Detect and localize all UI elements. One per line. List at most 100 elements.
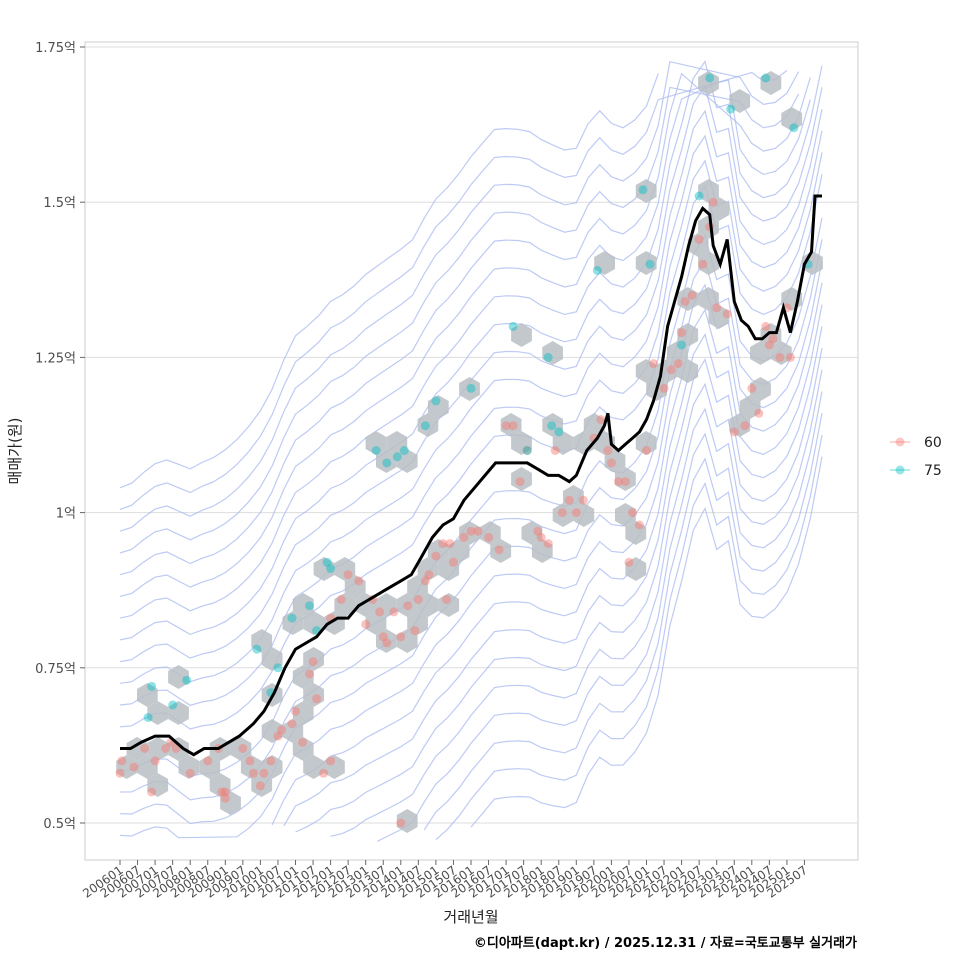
point-series-60 [677, 328, 687, 338]
hexbin [417, 413, 439, 437]
hexbin [376, 629, 397, 653]
x-axis-title: 거래년월 [443, 908, 498, 926]
point-series-60 [747, 383, 757, 393]
point-series-75 [543, 352, 553, 362]
hexbin [209, 773, 231, 797]
hexbin [292, 701, 314, 725]
point-series-60 [445, 539, 455, 549]
point-series-60 [536, 532, 546, 542]
hexbin [147, 773, 169, 797]
point-series-60 [564, 495, 574, 505]
point-series-75 [466, 383, 476, 393]
point-series-60 [508, 421, 518, 431]
point-series-60 [635, 520, 644, 530]
hexbin [303, 647, 324, 671]
point-series-60 [441, 595, 451, 604]
hexbin [594, 251, 615, 275]
point-series-60 [117, 756, 127, 766]
y-tick-label: 1.5억 [43, 196, 76, 211]
point-series-60 [768, 334, 778, 344]
hexbin [116, 755, 137, 779]
point-series-60 [413, 595, 423, 604]
point-series-60 [673, 359, 683, 369]
hexbin [604, 449, 626, 473]
hexbin [729, 89, 751, 113]
point-series-75 [726, 104, 736, 114]
density-contour [470, 456, 823, 828]
point-series-75 [182, 675, 192, 685]
hexbin [521, 521, 543, 545]
point-series-60 [273, 731, 283, 741]
density-contour [271, 304, 823, 826]
point-series-60 [220, 787, 230, 797]
point-series-60 [603, 446, 613, 455]
density-contour [283, 326, 823, 827]
point-series-60 [515, 477, 525, 487]
point-series-60 [298, 737, 307, 747]
point-series-60 [533, 526, 543, 536]
density-contour [435, 434, 823, 841]
point-series-60 [659, 383, 669, 393]
point-series-60 [620, 477, 630, 487]
hexbin [750, 341, 771, 365]
caption: ©디아파트(dapt.kr) / 2025.12.31 / 자료=국토교통부 실… [474, 935, 857, 951]
point-series-60 [687, 290, 697, 300]
point-series-60 [761, 321, 771, 331]
point-series-60 [305, 669, 314, 679]
hexbin [230, 737, 252, 761]
hexbin [729, 413, 751, 437]
point-series-60 [389, 607, 399, 617]
point-series-60 [410, 626, 420, 636]
point-series-60 [754, 408, 764, 418]
point-series-75 [143, 713, 153, 722]
point-series-60 [712, 303, 722, 313]
point-series-60 [354, 576, 364, 586]
point-series-60 [613, 477, 623, 487]
hexbin [625, 521, 647, 545]
hexbin [448, 539, 470, 563]
point-series-60 [466, 526, 476, 536]
point-series-75 [382, 458, 392, 468]
hexbin [615, 467, 636, 491]
hexbin [365, 431, 387, 455]
hexbin [708, 197, 730, 221]
density-contour [295, 347, 823, 833]
point-series-60 [666, 365, 676, 375]
point-series-60 [708, 197, 718, 207]
point-series-75 [554, 427, 564, 437]
y-tick-label: 0.5억 [43, 817, 76, 832]
hexbin [770, 341, 792, 365]
point-series-75 [638, 185, 648, 195]
point-series-75 [273, 663, 283, 673]
hexbin [282, 719, 304, 743]
point-series-60 [375, 607, 385, 617]
hexbin [635, 179, 657, 203]
hexbin [677, 287, 699, 311]
hexbin [220, 791, 241, 815]
point-series-60 [129, 762, 139, 772]
hexbin [750, 377, 771, 401]
hexbin [396, 629, 418, 653]
hexbin [292, 737, 314, 761]
point-series-60 [259, 768, 269, 778]
point-series-75 [168, 700, 178, 710]
density-contour [119, 72, 811, 576]
point-series-60 [729, 427, 739, 437]
legend-marker-75 [895, 465, 905, 475]
density-contour [119, 79, 811, 597]
point-series-60 [649, 359, 658, 369]
hexbin [303, 755, 324, 779]
point-series-75 [420, 421, 430, 431]
point-series-60 [473, 526, 483, 536]
point-series-60 [722, 309, 732, 319]
hexbin [635, 359, 657, 383]
legend-entry-75: 75 [890, 463, 942, 479]
hexbin [511, 323, 532, 347]
hexbin [344, 575, 366, 599]
hexbin [261, 719, 283, 743]
point-series-60 [396, 632, 406, 642]
hexbin [407, 575, 428, 599]
hexbin [667, 341, 688, 365]
hexbin [168, 701, 189, 725]
